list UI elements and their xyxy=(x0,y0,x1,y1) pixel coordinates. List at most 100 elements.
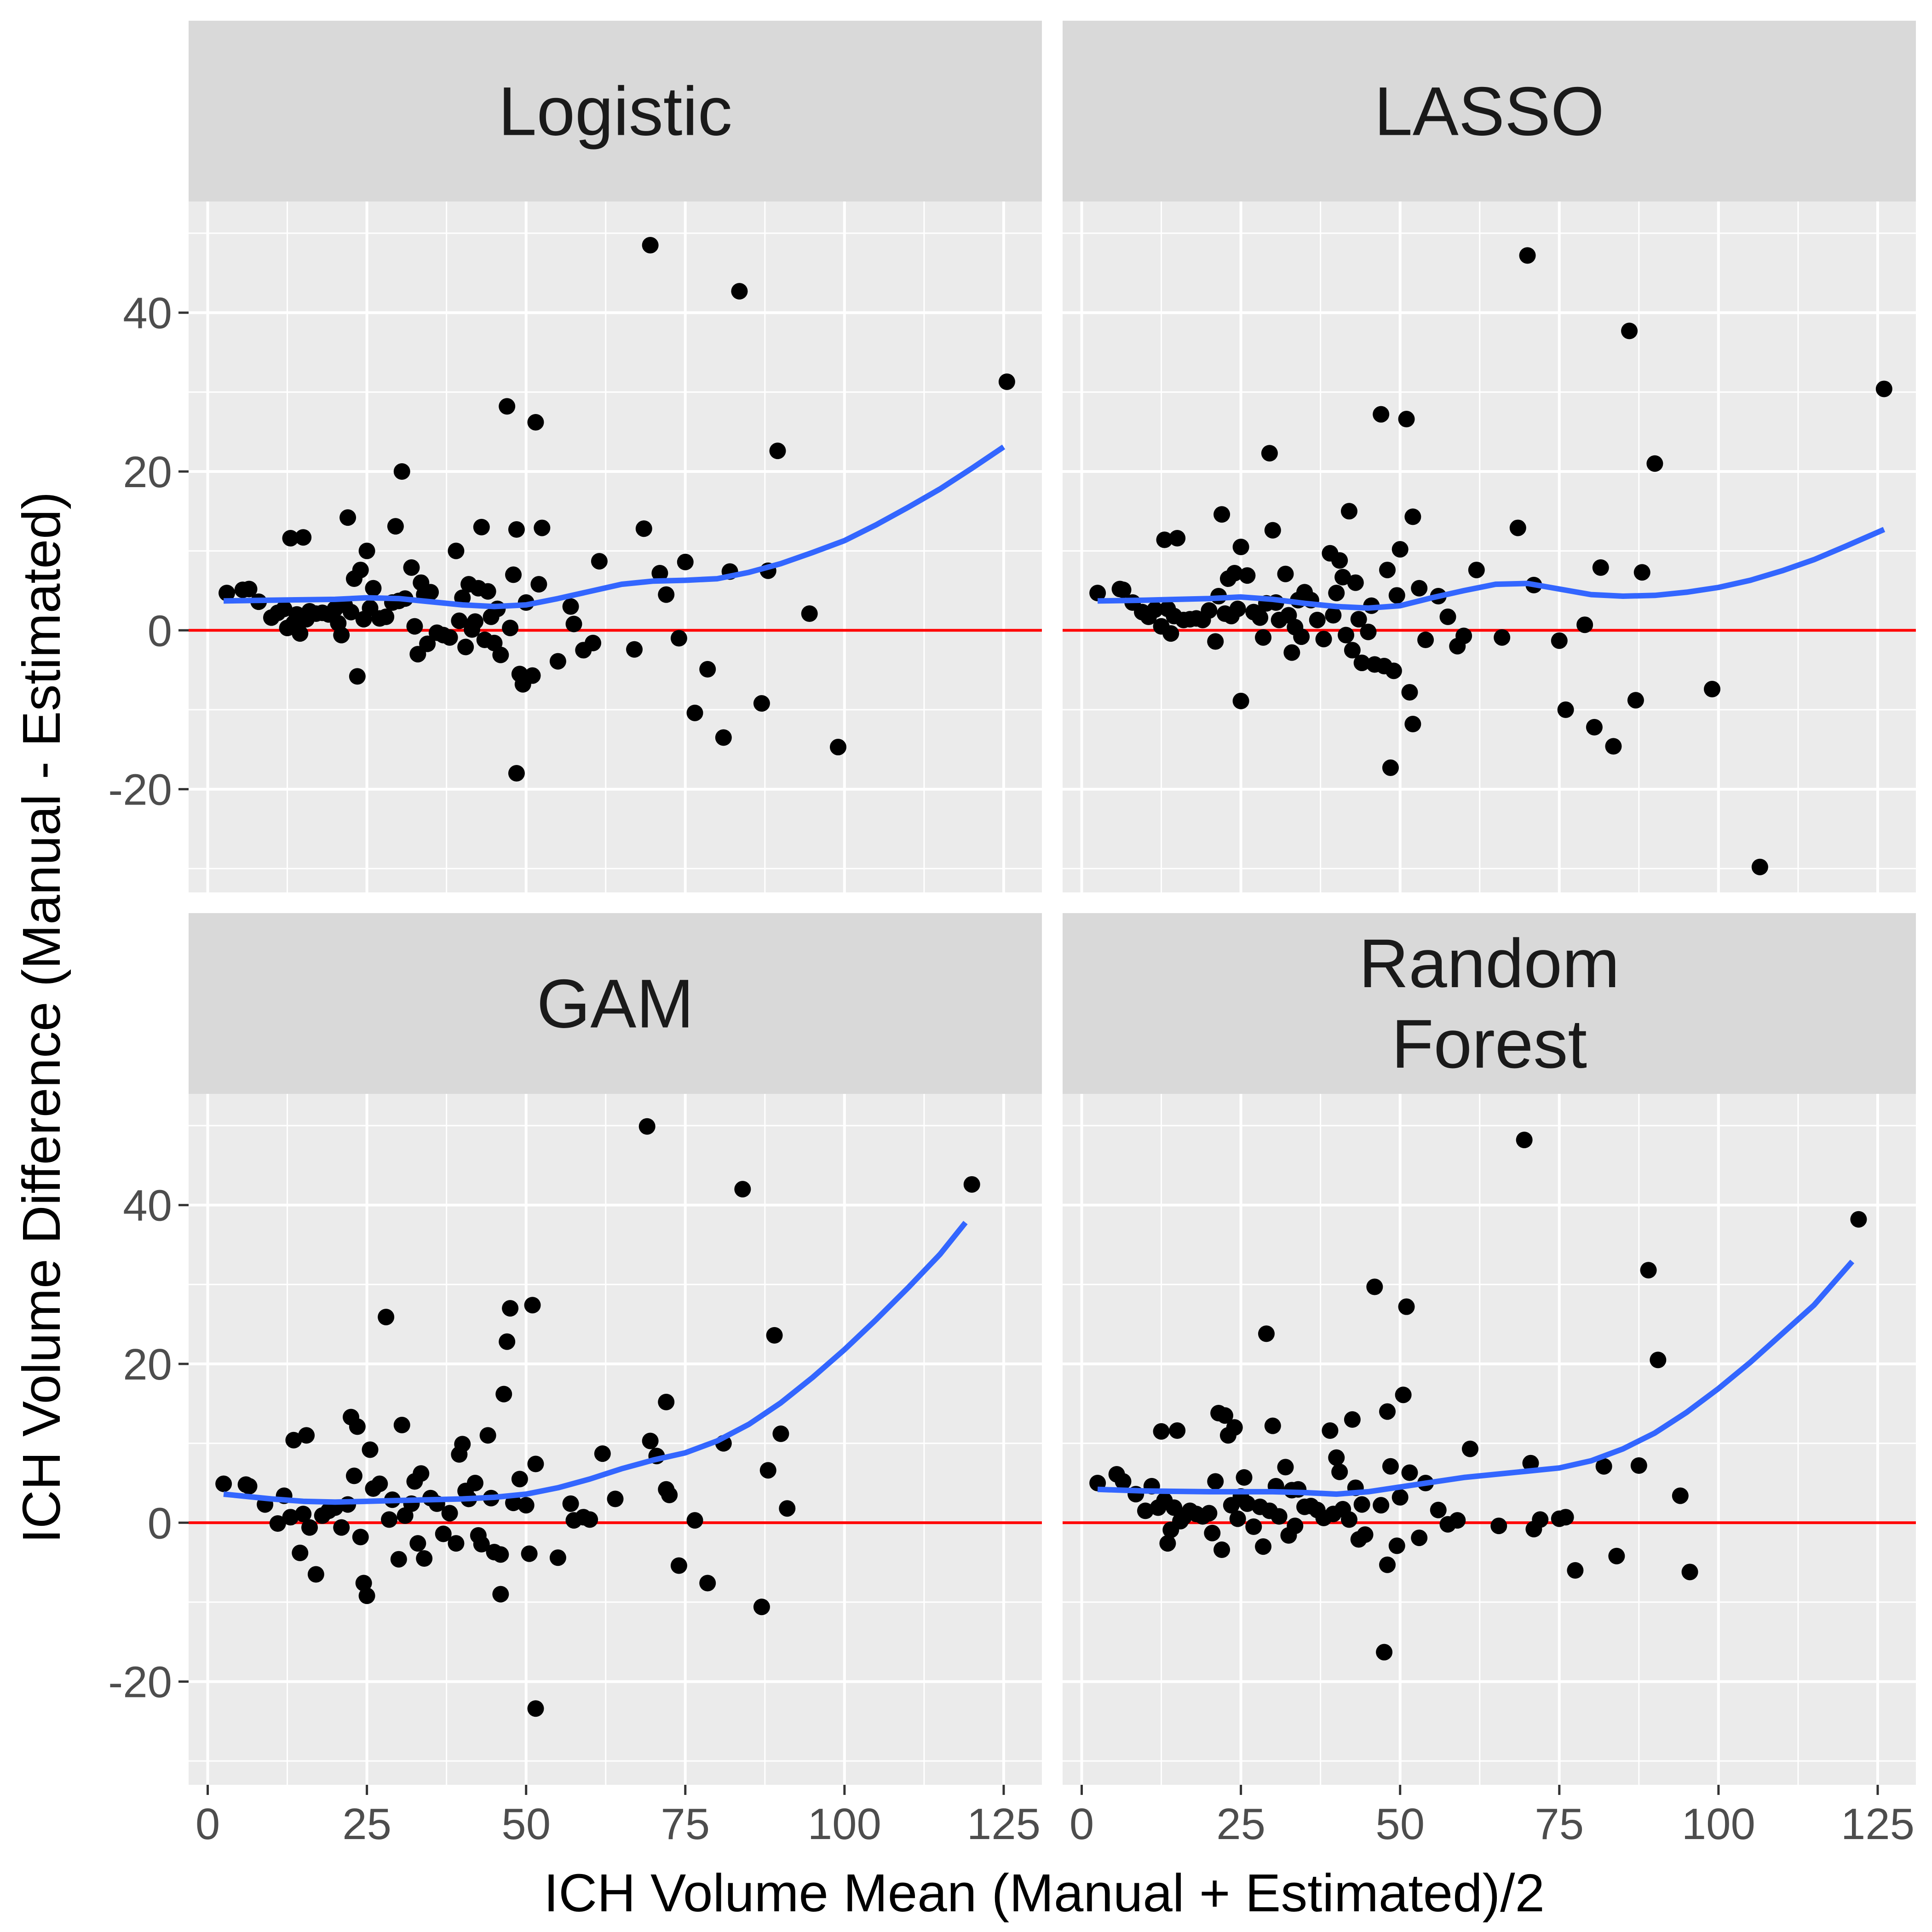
data-point xyxy=(963,1176,980,1193)
data-point xyxy=(734,1181,751,1198)
data-point xyxy=(378,1309,395,1326)
data-point xyxy=(1519,247,1536,264)
data-point xyxy=(307,1566,324,1583)
data-point xyxy=(534,519,551,536)
data-point xyxy=(677,553,694,570)
data-point xyxy=(1461,1440,1478,1457)
data-point xyxy=(1494,629,1511,646)
panel-title: Forest xyxy=(1392,1005,1587,1082)
data-point xyxy=(1357,1526,1374,1543)
data-point xyxy=(390,1551,407,1568)
y-tick-label: 40 xyxy=(123,289,172,338)
panel-title: Random xyxy=(1359,925,1620,1002)
x-tick-label: 125 xyxy=(1841,1800,1915,1849)
data-point xyxy=(448,542,465,559)
data-point xyxy=(1353,655,1370,672)
data-point xyxy=(1411,1530,1428,1547)
data-point xyxy=(1392,1489,1409,1506)
data-point xyxy=(1395,1386,1412,1403)
data-point xyxy=(1207,1473,1224,1490)
data-point xyxy=(1325,607,1342,624)
y-tick-label: -20 xyxy=(108,1658,172,1707)
data-point xyxy=(1264,522,1281,539)
data-point xyxy=(1516,1132,1533,1149)
x-tick-label: 0 xyxy=(196,1800,220,1849)
data-point xyxy=(549,1549,566,1566)
data-point xyxy=(1398,1298,1415,1315)
data-point xyxy=(362,1441,379,1458)
data-point xyxy=(378,608,395,625)
data-point xyxy=(766,1327,783,1344)
data-point xyxy=(524,1297,541,1314)
data-point xyxy=(451,612,468,629)
data-point xyxy=(365,580,382,597)
data-point xyxy=(1430,1501,1447,1518)
data-point xyxy=(1681,1564,1698,1581)
data-point xyxy=(527,414,544,431)
data-point xyxy=(998,373,1015,390)
data-point xyxy=(1646,455,1663,472)
data-point xyxy=(651,564,668,581)
data-point xyxy=(562,1495,579,1512)
data-point xyxy=(358,1587,375,1604)
data-point xyxy=(527,1455,544,1472)
data-point xyxy=(1353,1496,1370,1513)
data-point xyxy=(521,1545,538,1562)
data-point xyxy=(1379,562,1396,579)
data-point xyxy=(393,463,410,480)
data-point xyxy=(1344,1411,1361,1428)
data-point xyxy=(581,1511,598,1528)
data-point xyxy=(1592,559,1609,576)
data-point xyxy=(422,584,439,601)
data-point xyxy=(524,667,541,684)
data-point xyxy=(499,398,516,415)
x-tick-label: 100 xyxy=(808,1800,881,1849)
data-point xyxy=(1236,1469,1253,1486)
data-point xyxy=(1226,1419,1243,1436)
data-point xyxy=(1201,1505,1218,1522)
data-point xyxy=(1640,1262,1657,1279)
data-point xyxy=(642,1432,659,1449)
data-point xyxy=(1245,1518,1262,1535)
data-point xyxy=(492,1586,509,1603)
data-point xyxy=(1350,611,1367,628)
data-point xyxy=(333,627,350,644)
data-point xyxy=(594,1445,611,1462)
data-point xyxy=(1328,585,1345,602)
data-point xyxy=(1411,580,1428,597)
data-point xyxy=(1309,611,1326,628)
data-point xyxy=(282,530,299,547)
x-tick-label: 50 xyxy=(501,1800,551,1849)
data-point xyxy=(339,509,356,526)
data-point xyxy=(466,1474,483,1491)
data-point xyxy=(441,1505,458,1522)
data-point xyxy=(1159,1535,1176,1552)
data-point xyxy=(658,1393,675,1410)
data-point xyxy=(1331,552,1348,569)
data-point xyxy=(409,1535,426,1552)
data-point xyxy=(508,521,525,538)
data-point xyxy=(1334,569,1351,586)
data-point xyxy=(753,1598,770,1616)
data-point xyxy=(527,1700,544,1717)
data-point xyxy=(1608,1547,1625,1564)
panel-gam: GAM -20 0 20 40 0 25 50 75 100 125 xyxy=(108,913,1042,1849)
data-point xyxy=(670,630,687,647)
data-point xyxy=(1162,625,1179,642)
data-point xyxy=(1630,1457,1647,1474)
data-point xyxy=(1376,1644,1393,1661)
x-tick-label: 25 xyxy=(1216,1800,1265,1849)
data-point xyxy=(562,598,579,615)
y-tick-label: 0 xyxy=(148,606,172,656)
data-point xyxy=(276,600,293,617)
data-point xyxy=(505,566,522,583)
y-axis-title: ICH Volume Difference (Manual - Estimate… xyxy=(12,492,71,1544)
data-point xyxy=(1258,1325,1275,1342)
data-point xyxy=(1315,631,1332,648)
data-point xyxy=(403,559,420,576)
data-point xyxy=(1586,719,1603,736)
panel-title: GAM xyxy=(537,965,694,1042)
data-point xyxy=(626,641,643,658)
data-point xyxy=(686,704,703,721)
